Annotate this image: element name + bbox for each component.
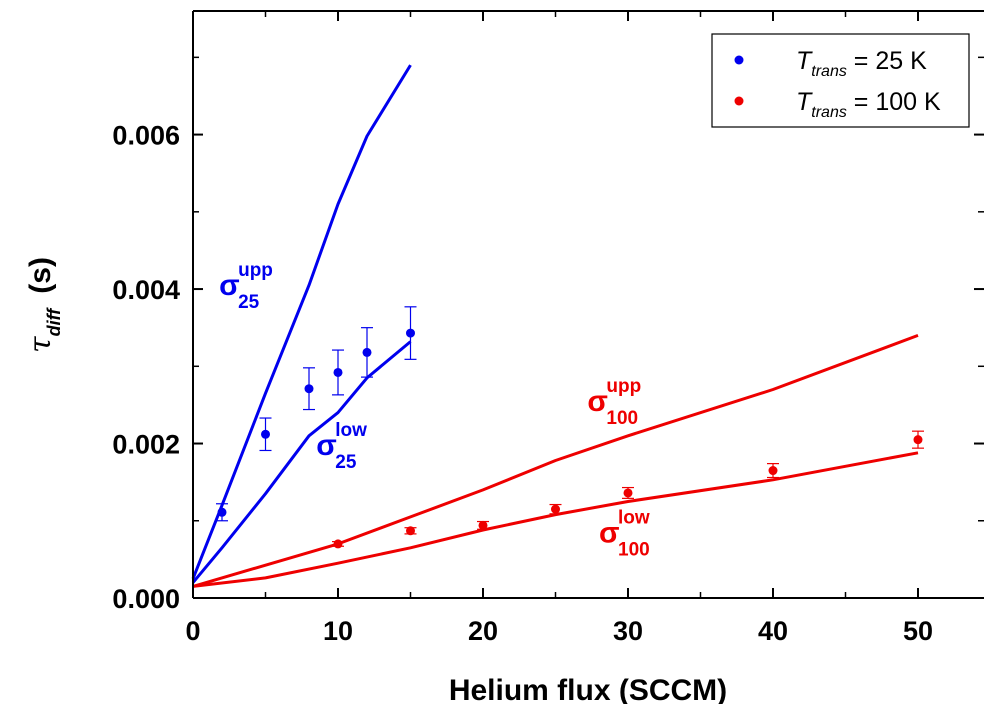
y-tick-label: 0.002 xyxy=(112,430,180,460)
y-axis-spacer xyxy=(24,294,57,309)
data-point xyxy=(362,347,372,357)
data-point xyxy=(304,384,314,394)
legend-symbol: T xyxy=(796,47,813,75)
y-tick-label: 0.000 xyxy=(112,584,180,614)
x-tick-label: 10 xyxy=(323,616,353,646)
series-4-line xyxy=(192,333,919,588)
x-tick-label: 20 xyxy=(468,616,498,646)
data-point xyxy=(913,435,923,445)
series-5-line xyxy=(192,451,919,588)
sigma-superscript: low xyxy=(335,420,367,441)
data-point xyxy=(623,488,633,498)
sigma-superscript: upp xyxy=(606,376,641,397)
axes-layer xyxy=(192,10,984,599)
series-1-points xyxy=(332,430,924,549)
legend-entry: Ttrans = 100 K xyxy=(796,88,941,121)
sigma-subscript: 25 xyxy=(238,292,260,313)
y-tick-label: 0.004 xyxy=(112,275,180,305)
data-point xyxy=(406,526,415,536)
series-0-points xyxy=(216,306,417,522)
legend-subscript: trans xyxy=(811,63,847,80)
legend-label: = 25 K xyxy=(847,47,927,75)
y-axis-subscript: diff xyxy=(44,307,64,337)
legend-marker xyxy=(734,96,744,106)
series-3-line xyxy=(191,340,412,584)
legend-symbol: T xyxy=(796,88,813,116)
sigma-symbol: σ xyxy=(587,385,608,418)
y-axis-symbol: τ xyxy=(23,336,58,353)
data-point xyxy=(551,504,560,514)
x-tick-label: 30 xyxy=(613,616,643,646)
sigma-subscript: 100 xyxy=(618,539,650,560)
sigma-superscript: upp xyxy=(238,260,273,281)
legend-box xyxy=(711,33,970,128)
data-point xyxy=(406,328,415,338)
sigma-symbol: σ xyxy=(219,269,240,302)
data-point xyxy=(768,466,778,476)
series-2-line xyxy=(191,64,412,580)
legend-marker xyxy=(734,55,744,65)
x-tick-label: 50 xyxy=(903,616,933,646)
sigma-subscript: 25 xyxy=(335,452,357,473)
data-point xyxy=(333,367,343,377)
x-tick-label: 0 xyxy=(185,616,200,646)
x-tick-label: 40 xyxy=(758,616,788,646)
sigma-symbol: σ xyxy=(316,429,337,462)
legend-label: = 100 K xyxy=(847,88,941,116)
sigma-superscript: low xyxy=(618,507,650,528)
series-layer xyxy=(191,64,924,588)
ticks-layer: 0 10 20 30 40 50 0.000 0.002 0.004 0.006 xyxy=(112,11,984,646)
y-axis-unit: (s) xyxy=(24,257,57,294)
y-tick-label: 0.006 xyxy=(112,121,180,151)
sigma-subscript: 100 xyxy=(606,408,638,429)
x-axis-title: Helium flux (SCCM) xyxy=(449,674,727,704)
data-point xyxy=(478,520,488,530)
legend-entry: Ttrans = 25 K xyxy=(796,47,927,80)
legend-subscript: trans xyxy=(811,104,847,121)
sigma-symbol: σ xyxy=(599,516,620,549)
y-axis-title: τdiff (s) xyxy=(23,257,64,353)
data-point xyxy=(261,429,270,439)
